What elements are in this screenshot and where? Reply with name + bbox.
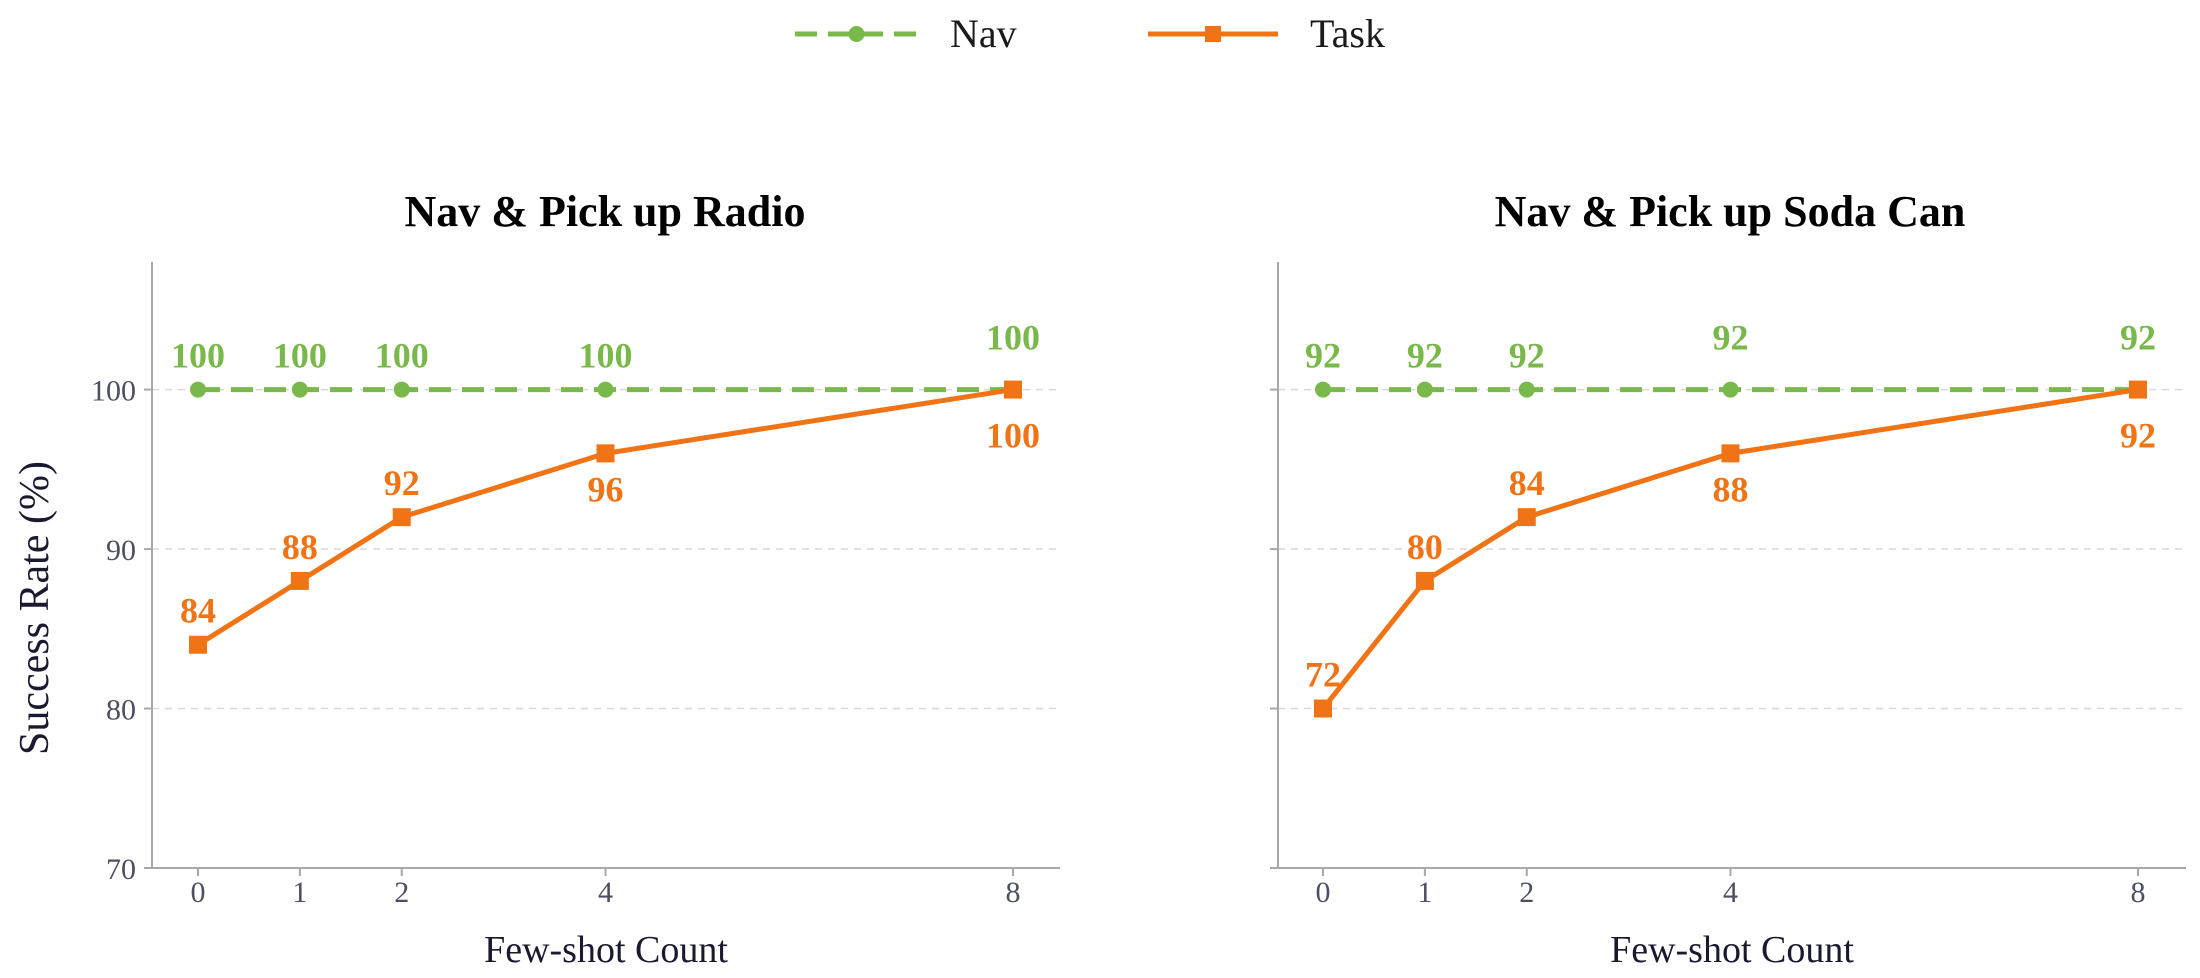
x-tick-label: 8	[2131, 876, 2146, 909]
data-label: 100	[986, 416, 1040, 456]
series-task: 72 80 84 88 92	[1305, 380, 2156, 718]
legend-item-nav: Nav	[795, 11, 1017, 56]
data-label: 92	[2120, 318, 2156, 358]
x-tick-label: 1	[292, 876, 307, 909]
data-point	[1518, 381, 1535, 398]
x-tick-label: 0	[191, 876, 206, 909]
data-label: 92	[1713, 318, 1749, 358]
y-tick-label: 80	[106, 694, 136, 727]
data-label: 92	[1305, 336, 1341, 376]
data-label: 100	[986, 318, 1040, 358]
data-point	[1004, 380, 1022, 399]
series-nav: 92 92 92 92 92	[1305, 318, 2156, 398]
x-axis-label: Few-shot Count	[1610, 929, 1854, 971]
data-label: 100	[579, 336, 633, 376]
data-label: 84	[1509, 463, 1545, 503]
series-line	[1321, 387, 2139, 711]
x-tick-label: 2	[1519, 876, 1534, 909]
y-axis-label: Success Rate (%)	[12, 461, 58, 755]
data-point	[1721, 444, 1740, 463]
data-label: 100	[171, 336, 225, 376]
data-label: 92	[2120, 416, 2156, 456]
data-point	[1517, 508, 1536, 527]
x-tick-label: 8	[1006, 876, 1021, 909]
chart-panel-radio: Nav & Pick up Radio 70 80 90 100 0 1 2 4 8 Few-sho…	[91, 187, 1060, 971]
x-tick-label: 2	[394, 876, 409, 909]
data-label: 88	[282, 527, 318, 567]
x-tick-label: 1	[1417, 876, 1432, 909]
legend-marker-circle	[848, 26, 865, 42]
data-point	[290, 571, 309, 590]
legend: Nav Task	[795, 11, 1385, 56]
data-point	[1416, 381, 1433, 398]
legend-label: Nav	[950, 11, 1017, 56]
data-label: 92	[384, 463, 420, 503]
data-point	[1415, 571, 1434, 590]
x-tick-label: 4	[1723, 876, 1738, 909]
data-point	[392, 508, 411, 527]
data-label: 100	[273, 336, 327, 376]
series-task: 84 88 92 96 100	[180, 380, 1040, 654]
data-point	[1314, 699, 1332, 718]
panel-title: Nav & Pick up Soda Can	[1495, 187, 1966, 236]
x-tick-label: 0	[1316, 876, 1331, 909]
data-label: 80	[1407, 527, 1443, 567]
panel-title: Nav & Pick up Radio	[405, 187, 806, 236]
data-label: 92	[1407, 336, 1443, 376]
data-label: 100	[375, 336, 429, 376]
y-tick-label: 90	[106, 534, 136, 567]
data-point	[1722, 381, 1739, 398]
data-point	[393, 381, 410, 398]
series-line	[196, 387, 1014, 647]
y-tick-label: 100	[91, 375, 136, 408]
legend-item-task: Task	[1148, 11, 1385, 56]
x-axis-label: Few-shot Count	[484, 929, 728, 971]
x-tick-label: 4	[598, 876, 613, 909]
y-tick-label: 70	[106, 853, 136, 886]
data-label: 72	[1305, 655, 1341, 695]
data-point	[189, 635, 207, 654]
data-point	[1315, 381, 1331, 398]
data-point	[597, 381, 614, 398]
data-point	[190, 381, 206, 398]
data-label: 84	[180, 591, 216, 631]
data-point	[291, 381, 308, 398]
legend-label: Task	[1310, 11, 1385, 56]
data-point	[596, 444, 615, 463]
data-label: 96	[588, 469, 624, 509]
data-label: 92	[1509, 336, 1545, 376]
data-label: 88	[1713, 469, 1749, 509]
chart-panel-soda-can: Nav & Pick up Soda Can 0 1 2 4 8 Few-shot Coun…	[1270, 187, 2186, 971]
series-nav: 100 100 100 100 100	[171, 318, 1040, 398]
data-point	[2129, 380, 2147, 399]
legend-marker-square	[1205, 26, 1221, 42]
